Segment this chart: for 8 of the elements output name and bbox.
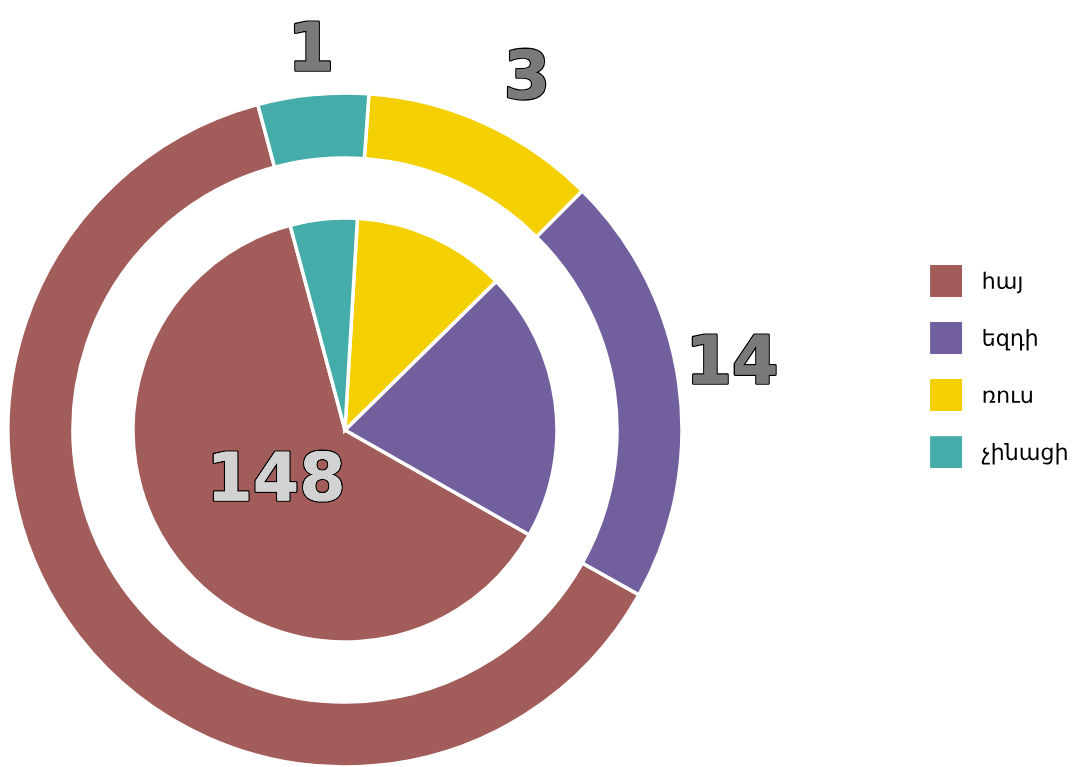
legend-label: հայ [983,271,1022,294]
text: 3 [508,48,545,100]
text: 14 [693,334,776,384]
text: 148 [213,450,342,502]
legend-label: չինացի [981,443,1067,465]
legend-label: ռուս [983,390,1032,404]
legend-label: եզդի [983,328,1037,351]
text: 1 [295,21,330,71]
